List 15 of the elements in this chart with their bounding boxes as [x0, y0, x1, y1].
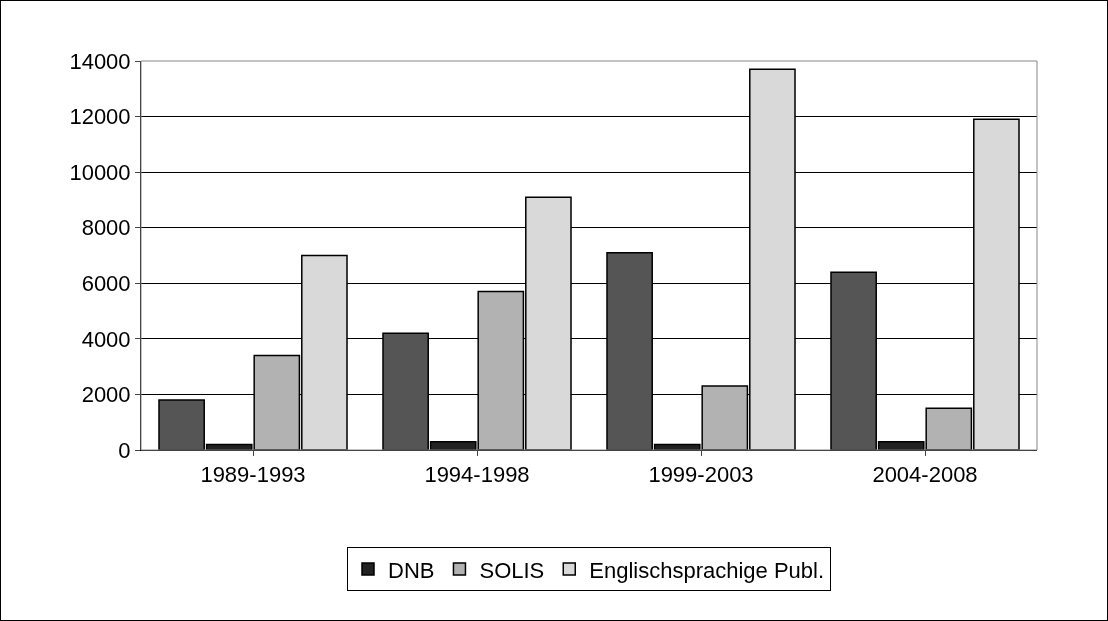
y-tick-label: 8000 — [81, 215, 131, 241]
x-tick-label: 1994-1998 — [424, 462, 530, 488]
legend-label: DNB — [388, 557, 435, 583]
y-tick-label: 6000 — [81, 270, 131, 296]
legend-label: SOLIS — [479, 557, 545, 583]
x-tick-label: 1999-2003 — [648, 462, 754, 488]
y-tick-label: 4000 — [81, 326, 131, 352]
y-tick-label: 2000 — [81, 382, 131, 408]
legend-label: Englischsprachige Publ. — [589, 557, 825, 583]
y-tick-label: 10000 — [69, 159, 131, 185]
y-tick-label: 14000 — [69, 48, 131, 74]
x-tick-label: 1989-1993 — [200, 462, 306, 488]
y-tick-label: 0 — [118, 437, 131, 463]
x-tick-label: 2004-2008 — [872, 462, 978, 488]
y-tick-label: 12000 — [69, 104, 131, 130]
